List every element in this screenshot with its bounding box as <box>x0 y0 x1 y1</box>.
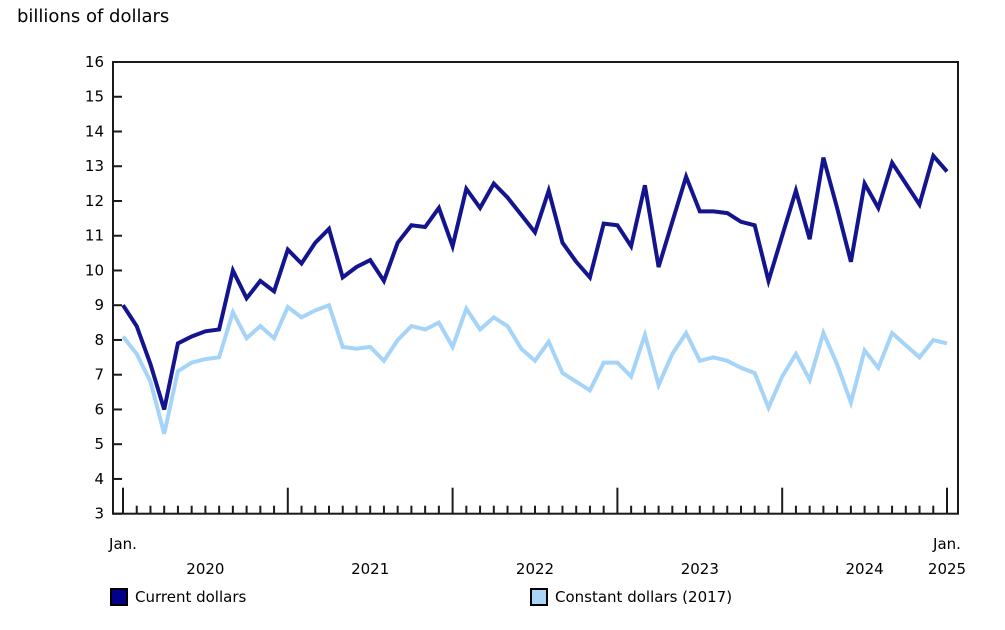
constant-dollars-line <box>121 302 948 435</box>
current-dollars-swatch <box>110 588 128 606</box>
y-axis-tick-label: 6 <box>94 400 104 418</box>
constant-dollars-swatch <box>530 588 548 606</box>
y-axis-tick-label: 12 <box>85 192 104 210</box>
y-axis-tick-label: 13 <box>85 157 104 175</box>
y-axis-tick-label: 4 <box>94 470 104 488</box>
x-axis-label: 2024 <box>846 560 884 578</box>
legend-item-constant: Constant dollars (2017) <box>530 588 732 606</box>
x-axis-label: 2021 <box>351 560 389 578</box>
y-axis-tick-label: 8 <box>94 331 104 349</box>
y-axis-tick-label: 14 <box>85 122 104 140</box>
y-axis-tick-label: 3 <box>94 505 104 523</box>
current-dollars-line <box>121 151 949 411</box>
y-axis-tick-label: 16 <box>85 53 104 71</box>
x-axis-label: 2022 <box>516 560 554 578</box>
y-axis-tick-label: 11 <box>85 227 104 245</box>
chart-legend: Current dollars Constant dollars (2017) <box>0 588 1005 614</box>
legend-item-current: Current dollars <box>110 588 246 606</box>
y-axis-tick-label: 9 <box>94 296 104 314</box>
y-axis-tick-label: 10 <box>85 261 104 279</box>
x-axis-label: 2020 <box>186 560 224 578</box>
x-axis-label: 2023 <box>681 560 719 578</box>
legend-label-current: Current dollars <box>135 588 247 606</box>
x-axis-label: 2025 <box>928 560 966 578</box>
x-axis-label: Jan. <box>932 535 961 553</box>
chart-title: billions of dollars <box>17 6 170 27</box>
legend-label-constant: Constant dollars (2017) <box>555 588 733 606</box>
x-axis-label: Jan. <box>108 535 137 553</box>
y-axis-tick-label: 7 <box>94 366 104 384</box>
y-axis-tick-label: 5 <box>94 435 104 453</box>
y-axis-tick-label: 15 <box>85 88 104 106</box>
line-chart: 3 4 5 6 7 8 9 10 11 12 13 14 15 16 Jan. 2020 2021 2022 202… <box>85 53 966 578</box>
